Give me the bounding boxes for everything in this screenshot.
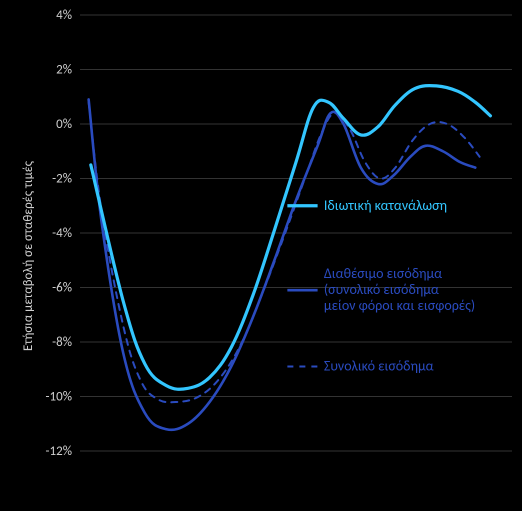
svg-text:-12%: -12% [46,444,72,459]
svg-text:(συνολικό εισόδημα: (συνολικό εισόδημα [324,281,439,298]
svg-text:μείον φόροι και εισφορές): μείον φόροι και εισφορές) [324,297,475,314]
svg-text:-6%: -6% [52,281,72,296]
line-chart: Ετήσια μεταβολή σε σταθερές τιμές -12%-1… [0,0,522,511]
svg-text:Ιδιωτική κατανάλωση: Ιδιωτική κατανάλωση [324,197,447,214]
chart-svg: -12% -10% -8% -6% -4% -2% 0% 2% 4% Ιδιωτική καταν… [0,0,522,511]
svg-text:-8%: -8% [52,335,72,350]
y-axis-label: Ετήσια μεταβολή σε σταθερές τιμές [21,161,36,351]
svg-text:Διαθέσιμο εισόδημα: Διαθέσιμο εισόδημα [324,265,442,282]
svg-text:-4%: -4% [52,226,72,241]
svg-text:-10%: -10% [46,390,72,405]
svg-text:4%: 4% [56,8,72,23]
svg-text:2%: 2% [56,63,72,78]
svg-text:0%: 0% [56,117,72,132]
svg-text:Συνολικό εισόδημα: Συνολικό εισόδημα [324,358,434,375]
svg-text:-2%: -2% [52,172,72,187]
